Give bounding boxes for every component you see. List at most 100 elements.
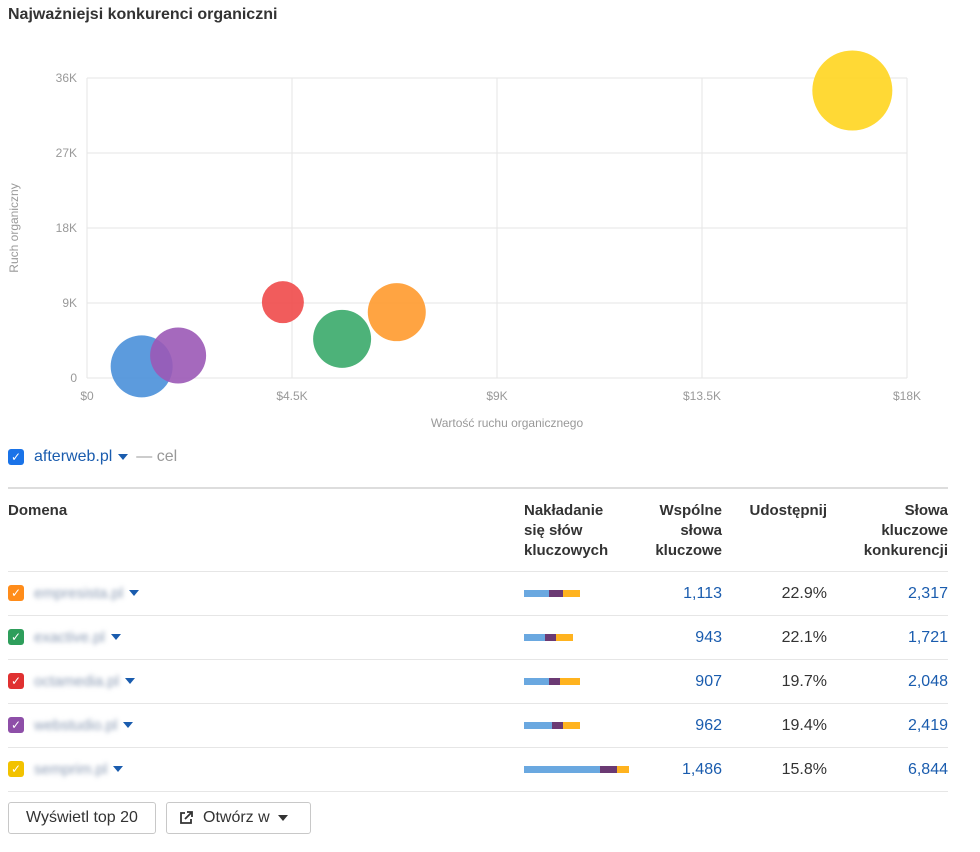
common-keywords[interactable]: 962: [642, 703, 722, 748]
overlap-segment: [562, 722, 580, 729]
y-tick-label: 27K: [56, 146, 77, 160]
overlap-cell: [524, 747, 642, 792]
row-checkbox[interactable]: ✓: [8, 717, 24, 734]
x-tick-label: $9K: [486, 389, 507, 403]
competitor-header-line: kluczowe: [881, 522, 948, 539]
col-domain: Domena: [8, 487, 524, 572]
data-bubble: [261, 281, 304, 324]
data-bubble: [313, 309, 372, 368]
x-tick-label: $18K: [893, 389, 921, 403]
domain-cell: ✓ empresista.pl: [8, 571, 524, 616]
data-bubble: [150, 327, 207, 384]
common-header-line: słowa: [680, 522, 722, 539]
common-header-line: kluczowe: [655, 542, 722, 559]
overlap-segment: [524, 766, 600, 773]
competitor-domain[interactable]: empresista.pl: [34, 584, 124, 602]
row-checkbox[interactable]: ✓: [8, 629, 24, 646]
y-tick-label: 9K: [62, 296, 77, 310]
row-checkbox[interactable]: ✓: [8, 761, 24, 778]
y-axis-label: Ruch organiczny: [7, 183, 21, 272]
x-tick-label: $13.5K: [683, 389, 721, 403]
competitors-table: Domena Nakładanie się słów kluczowych Wspó…: [8, 487, 948, 792]
table-row: ✓ webstudio.pl 962 19.4% 2,419: [8, 703, 948, 748]
y-tick-label: 18K: [56, 221, 77, 235]
col-share: Udostępnij: [722, 487, 828, 572]
overlap-segment: [549, 678, 561, 685]
overlap-segment: [524, 722, 552, 729]
open-in-button[interactable]: Otwórz w: [166, 802, 311, 834]
target-checkbox[interactable]: ✓: [8, 449, 24, 465]
overlap-segment: [544, 634, 556, 641]
target-domain-row: ✓ afterweb.pl — cel: [8, 448, 177, 466]
overlap-bar: [524, 678, 642, 685]
competitor-header-line: konkurencji: [863, 542, 948, 559]
competitor-keywords[interactable]: 2,419: [827, 703, 948, 748]
competitor-domain[interactable]: webstudio.pl: [34, 716, 118, 734]
external-link-icon: [179, 811, 193, 825]
overlap-cell: [524, 659, 642, 704]
target-domain[interactable]: afterweb.pl: [34, 448, 113, 465]
data-bubble: [812, 50, 893, 131]
show-top-button[interactable]: Wyświetl top 20: [8, 802, 156, 834]
overlap-segment: [549, 590, 563, 597]
overlap-segment: [562, 590, 580, 597]
x-tick-label: $0: [80, 389, 94, 403]
chevron-down-icon[interactable]: [129, 590, 140, 597]
row-checkbox[interactable]: ✓: [8, 673, 24, 690]
domain-cell: ✓ exactive.pl: [8, 615, 524, 660]
common-header-line: Wspólne: [659, 502, 723, 519]
overlap-cell: [524, 571, 642, 616]
y-tick-label: 0: [70, 371, 77, 385]
x-tick-label: $4.5K: [276, 389, 307, 403]
chevron-down-icon[interactable]: [125, 678, 136, 685]
competitor-keywords[interactable]: 1,721: [827, 615, 948, 660]
overlap-bar: [524, 766, 642, 773]
chevron-down-icon[interactable]: [118, 454, 129, 460]
chevron-down-icon: [277, 815, 288, 821]
table-row: ✓ semprim.pl 1,486 15.8% 6,844: [8, 747, 948, 792]
target-label: — cel: [136, 448, 178, 465]
open-in-label: Otwórz w: [203, 809, 270, 826]
section-title: Najważniejsi konkurenci organiczni: [8, 6, 278, 23]
row-checkbox[interactable]: ✓: [8, 585, 24, 602]
competitor-header-line: Słowa: [904, 502, 948, 519]
col-competitor: Słowa kluczowe konkurencji: [827, 487, 948, 572]
overlap-segment: [617, 766, 629, 773]
competitor-keywords[interactable]: 2,317: [827, 571, 948, 616]
competitor-keywords[interactable]: 2,048: [827, 659, 948, 704]
competitor-domain[interactable]: octamedia.pl: [34, 672, 120, 690]
x-axis-label: Wartość ruchu organicznego: [431, 416, 584, 430]
competitor-keywords[interactable]: 6,844: [827, 747, 948, 792]
common-keywords[interactable]: 1,113: [642, 571, 722, 616]
chevron-down-icon[interactable]: [110, 634, 121, 641]
overlap-bar: [524, 590, 642, 597]
overlap-cell: [524, 615, 642, 660]
bubble-chart: $0 $4.5K $9K $13.5K $18K 0 9K 18K 27K 36K Wartość …: [7, 50, 921, 430]
table-row: ✓ empresista.pl 1,113 22.9% 2,317: [8, 571, 948, 616]
y-tick-label: 36K: [56, 71, 77, 85]
chevron-down-icon[interactable]: [123, 722, 134, 729]
common-keywords[interactable]: 1,486: [642, 747, 722, 792]
common-keywords[interactable]: 943: [642, 615, 722, 660]
competitor-domain[interactable]: exactive.pl: [34, 628, 105, 646]
data-bubble: [367, 283, 426, 342]
share-value: 19.4%: [722, 703, 827, 748]
overlap-header-line: kluczowych: [524, 542, 609, 559]
competitor-domain[interactable]: semprim.pl: [34, 760, 108, 778]
overlap-segment: [524, 634, 545, 641]
share-header-line: Udostępnij: [749, 502, 828, 519]
overlap-segment: [560, 678, 580, 685]
overlap-header-line: Nakładanie: [524, 502, 604, 519]
chevron-down-icon[interactable]: [113, 766, 124, 773]
table-row: ✓ octamedia.pl 907 19.7% 2,048: [8, 659, 948, 704]
share-value: 22.1%: [722, 615, 827, 660]
overlap-segment: [555, 634, 574, 641]
overlap-cell: [524, 703, 642, 748]
domain-cell: ✓ octamedia.pl: [8, 659, 524, 704]
domain-cell: ✓ semprim.pl: [8, 747, 524, 792]
overlap-segment: [524, 678, 550, 685]
overlap-segment: [599, 766, 618, 773]
common-keywords[interactable]: 907: [642, 659, 722, 704]
domain-cell: ✓ webstudio.pl: [8, 703, 524, 748]
col-common: Wspólne słowa kluczowe: [642, 487, 723, 572]
